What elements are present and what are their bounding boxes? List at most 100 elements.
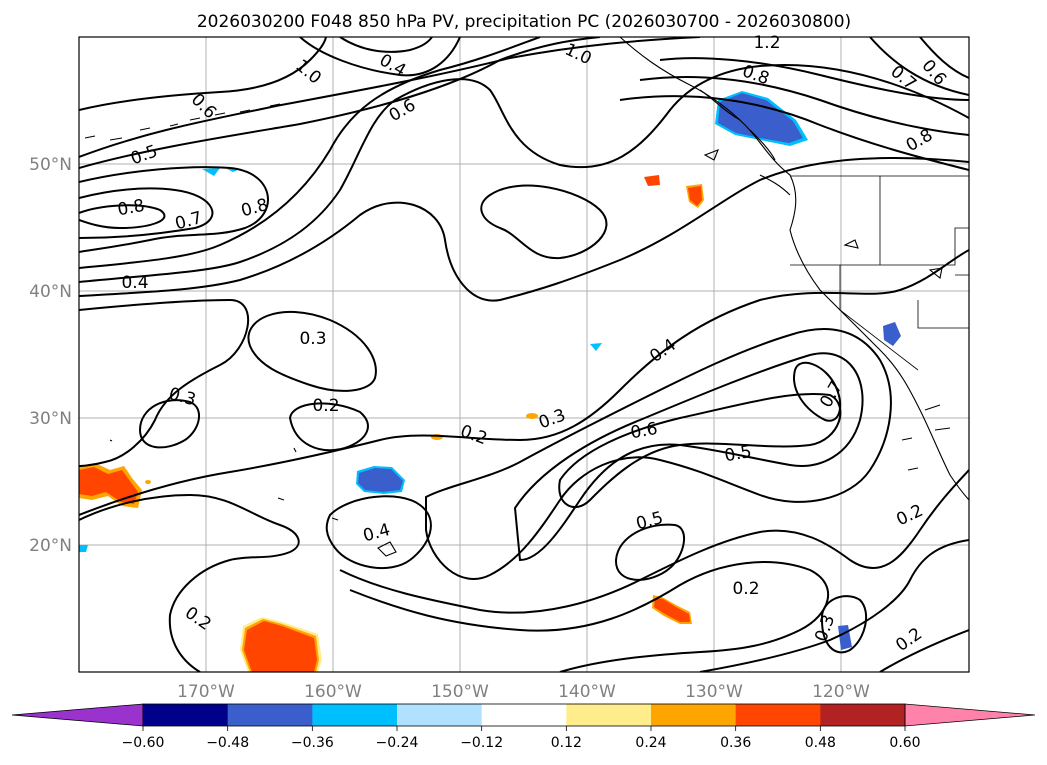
- contour-line: [79, 37, 541, 269]
- precip-positive-south: [240, 617, 322, 672]
- map-panel: 1.2 1.0 0.4 1.0 0.6 0.6 0.5 0.8 0.7 0.8 …: [78, 33, 970, 673]
- coastlines: [84, 37, 969, 557]
- contour-line: [339, 37, 433, 53]
- contour-line: [639, 75, 969, 136]
- coastline-aleutians: [84, 103, 281, 141]
- contour-line: [79, 37, 601, 169]
- colorbar-segment: [227, 704, 313, 726]
- colorbar-tick-label: −0.48: [206, 735, 249, 751]
- colorbar-segment: [820, 704, 906, 726]
- lon-label: 120°W: [812, 682, 870, 702]
- contour-line: [79, 37, 327, 111]
- contour-line: [339, 469, 969, 614]
- coastline-islands: [699, 89, 791, 196]
- contour-label: 0.2: [732, 579, 759, 599]
- precip-negative-small: [79, 168, 901, 650]
- pv-contours: [79, 37, 969, 672]
- colorbar-tick-label: 0.48: [805, 735, 836, 751]
- map-background: [79, 37, 969, 672]
- colorbar-tick-label: −0.60: [122, 735, 165, 751]
- colorbar-frame: [142, 703, 906, 727]
- contour-label: 0.2: [312, 396, 339, 416]
- coastline-misc: [901, 404, 951, 471]
- contour-line: [869, 37, 969, 96]
- contour-line: [558, 393, 842, 509]
- contour-line: [79, 187, 214, 239]
- lon-tick-labels: 170°W 160°W 150°W 140°W 130°W 120°W: [177, 682, 870, 702]
- contour-line: [79, 249, 969, 516]
- contour-label: 0.8: [116, 196, 146, 220]
- contour-line: [79, 63, 969, 283]
- precip-positive-130w: [652, 595, 692, 624]
- lat-tick-labels: 50°N 40°N 30°N 20°N: [29, 155, 72, 556]
- contour-label: 0.6: [629, 419, 659, 443]
- contour-line: [79, 298, 249, 467]
- lon-label: 140°W: [558, 682, 616, 702]
- contour-label: 1.2: [753, 33, 780, 53]
- colorbar-tick-label: −0.36: [291, 735, 334, 751]
- contour-line: [288, 402, 369, 452]
- precip-positive-ne: [644, 175, 704, 208]
- contour-line: [79, 37, 701, 158]
- lon-label: 130°W: [685, 682, 743, 702]
- lat-label: 30°N: [29, 409, 72, 429]
- contour-line: [619, 95, 969, 171]
- figure-title: 2026030200 F048 850 hPa PV, precipitatio…: [197, 12, 851, 32]
- contour-line: [699, 539, 969, 672]
- colorbar-segment: [566, 704, 652, 726]
- contour-line: [820, 595, 868, 654]
- lon-label: 150°W: [431, 682, 489, 702]
- colorbar-segment: [735, 704, 821, 726]
- colorbar-tick-label: 0.60: [889, 735, 920, 751]
- lat-label: 40°N: [29, 282, 72, 302]
- border-states-south: [839, 265, 969, 371]
- contour-label: 0.5: [723, 442, 753, 466]
- contour-line: [614, 523, 685, 581]
- colorbar-extend-high: [904, 703, 1036, 727]
- colorbar-tick-label: −0.12: [460, 735, 503, 751]
- contour-label: 0.4: [121, 273, 148, 293]
- precip-negative-bc: [715, 91, 808, 146]
- contour-line: [349, 561, 830, 672]
- contour-line: [325, 495, 432, 570]
- contour-line: [247, 310, 377, 392]
- coastline-hawaii: [109, 439, 397, 557]
- coastline-lakes: [703, 149, 943, 279]
- colorbar-extend-low: [11, 703, 144, 727]
- contour-line: [425, 328, 892, 580]
- contour-line: [513, 352, 864, 562]
- colorbar-segment: [651, 704, 737, 726]
- colorbar-tick-label: 0.12: [551, 735, 582, 751]
- colorbar-segment: [312, 704, 398, 726]
- contour-label: 0.3: [299, 329, 326, 349]
- contour-line: [299, 37, 461, 77]
- contour-line: [79, 166, 269, 253]
- colorbar-segment: [481, 704, 567, 726]
- contour-line: [879, 629, 969, 672]
- precip-shading: [79, 91, 901, 672]
- contour-line: [480, 184, 608, 260]
- contour-line: [919, 37, 969, 79]
- colorbar-tick-label: −0.24: [376, 735, 419, 751]
- precip-positive-hawaii-west: [79, 463, 142, 508]
- lat-label: 50°N: [29, 155, 72, 175]
- borders: [790, 175, 969, 371]
- colorbar-tick-label: 0.24: [635, 735, 666, 751]
- contour-line: [79, 493, 300, 672]
- colorbar-tick-label: 0.36: [720, 735, 751, 751]
- contour-line: [793, 361, 842, 422]
- contour-line: [659, 57, 969, 101]
- colorbar-segment: [397, 704, 483, 726]
- precip-negative-hawaii: [356, 466, 405, 494]
- coastline-na: [619, 37, 969, 501]
- colorbar: −0.60 −0.48 −0.36 −0.24 −0.12 0.12 0.24 0.36 0.4…: [11, 703, 1036, 751]
- lon-label: 160°W: [304, 682, 362, 702]
- border-states: [790, 176, 969, 276]
- colorbar-segment: [143, 704, 229, 726]
- contour-line: [79, 157, 969, 302]
- contour-line: [79, 204, 166, 230]
- lat-label: 20°N: [29, 536, 72, 556]
- map-frame: [78, 36, 970, 673]
- contour-line: [138, 399, 200, 449]
